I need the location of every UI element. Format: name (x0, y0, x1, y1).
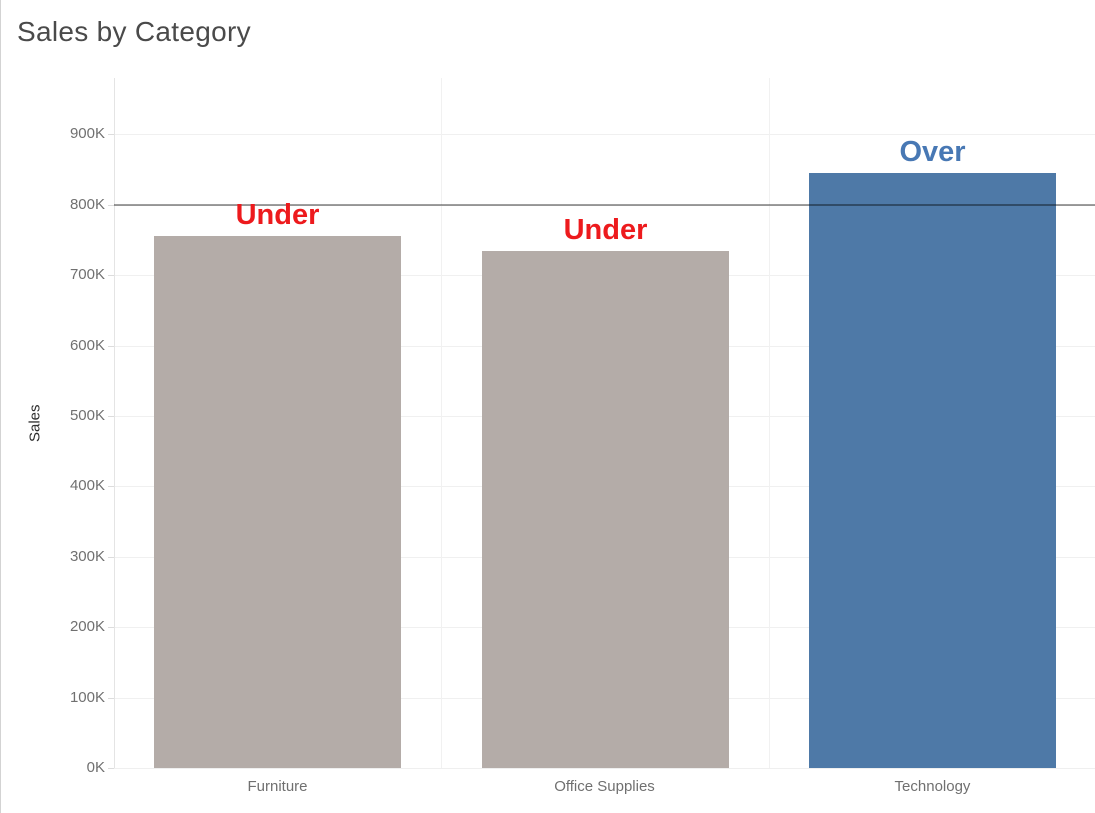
y-tick-mark (108, 275, 114, 276)
y-tick-mark (108, 627, 114, 628)
y-tick-label: 400K (69, 477, 105, 494)
y-tick-mark (108, 486, 114, 487)
y-gridline (114, 134, 1095, 135)
y-tick-label: 600K (69, 337, 105, 354)
y-tick-label: 300K (69, 548, 105, 565)
plot-area: Under Furniture Under Office Supplies Over Te… (114, 78, 1095, 795)
y-gridline (114, 205, 1095, 206)
y-tick-mark (108, 416, 114, 417)
y-tick-mark (108, 557, 114, 558)
y-tick-label: 200K (69, 618, 105, 635)
y-tick-label: 900K (69, 125, 105, 142)
bar-label-under: Under (563, 214, 648, 246)
x-axis-label-furniture[interactable]: Furniture (247, 778, 308, 795)
y-axis-line (114, 78, 115, 768)
y-tick-label: 100K (69, 689, 105, 706)
y-tick-label: 500K (69, 407, 105, 424)
category-separator (769, 78, 770, 768)
y-tick-label: 800K (69, 196, 105, 213)
bar-office-supplies[interactable] (482, 251, 729, 768)
x-axis-label-technology[interactable]: Technology (894, 778, 971, 795)
y-tick-mark (108, 134, 114, 135)
bar-label-under: Under (235, 199, 320, 231)
y-tick-mark (108, 698, 114, 699)
bar-label-over: Over (899, 136, 966, 168)
chart-title: Sales by Category (17, 16, 251, 47)
bar-technology[interactable] (809, 173, 1056, 768)
y-tick-mark (108, 205, 114, 206)
y-tick-label: 0K (86, 759, 105, 776)
category-separator (441, 78, 442, 768)
bar-furniture[interactable] (154, 236, 401, 768)
y-tick-mark (108, 768, 114, 769)
x-axis-line (114, 768, 1095, 769)
reference-line-800k (114, 204, 1095, 206)
x-axis-label-office-supplies[interactable]: Office Supplies (554, 778, 655, 795)
y-tick-label: 700K (69, 266, 105, 283)
y-tick-mark (108, 346, 114, 347)
